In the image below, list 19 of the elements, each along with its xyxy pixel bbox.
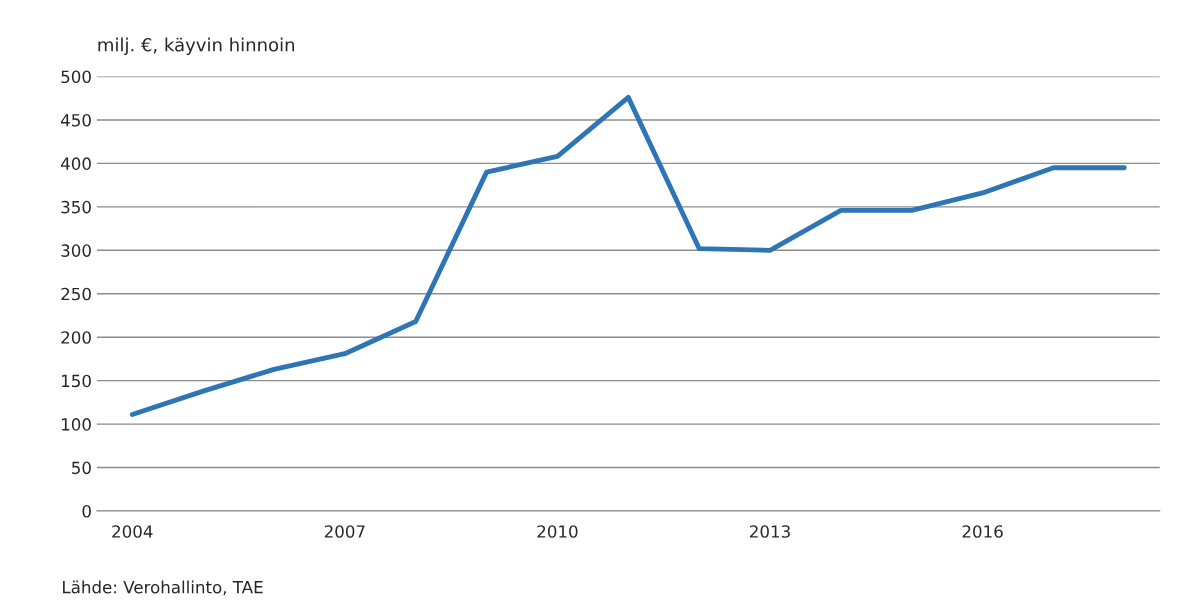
x-tick-label: 2004: [112, 525, 153, 538]
line-series: [129, 94, 1127, 417]
y-tick-label: 0: [82, 504, 91, 518]
x-tick-label: 2013: [750, 525, 790, 538]
y-tick-label: 300: [61, 244, 91, 257]
y-tick-label: 250: [61, 287, 91, 301]
y-tick-label: 350: [61, 200, 91, 214]
text: Lähde: Verohallinto, TAE: [63, 580, 263, 596]
x-tick-label: 2010: [537, 525, 578, 538]
y-tick-label: 50: [72, 461, 91, 475]
y-tick-label: 450: [60, 113, 91, 127]
y-tick-label: 500: [61, 70, 91, 84]
x-tick-label: 2007: [324, 525, 365, 538]
y-tick-label: 200: [61, 331, 91, 344]
y-axis-title: milj. €, käyvin hinnoin: [98, 37, 295, 56]
y-tick-label: 150: [62, 374, 91, 388]
x-tick-label: 2016: [962, 525, 1003, 538]
y-tick-label: 400: [60, 157, 91, 170]
y-tick-label: 100: [62, 418, 91, 431]
